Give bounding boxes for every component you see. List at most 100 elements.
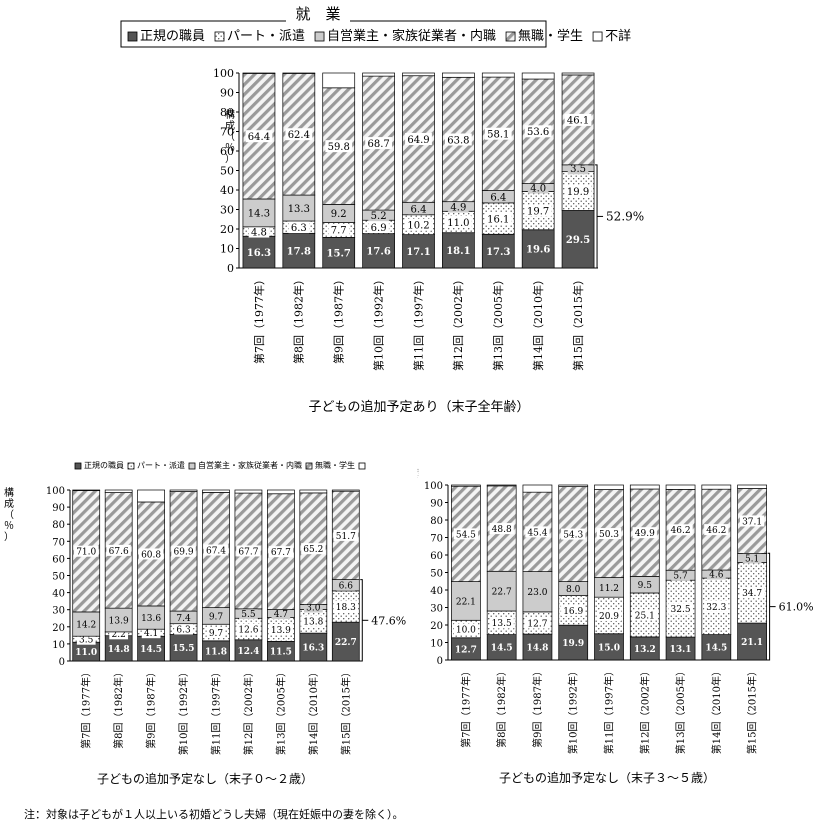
category-label: 第15回（2015年） — [339, 667, 352, 755]
data-label-unemployed: 46.2 — [671, 526, 691, 536]
data-label-part: 6.3 — [291, 223, 307, 234]
data-label-regular: 14.8 — [526, 643, 548, 653]
data-label-bg — [245, 130, 273, 143]
bar-segment-regular — [561, 210, 595, 269]
data-label-bg — [527, 181, 549, 194]
bar-segment-unknown — [267, 489, 295, 495]
bar-segment-unknown — [594, 484, 624, 490]
data-label-bg — [742, 552, 762, 564]
y-tick-label: 50 — [430, 569, 443, 580]
data-label-self: 13.9 — [109, 616, 129, 626]
data-label-bg — [365, 137, 393, 150]
y-tick-label: 10 — [430, 639, 443, 650]
data-label-regular: 18.1 — [446, 246, 470, 257]
data-label-self: 6.6 — [339, 582, 354, 592]
y-tick-label: 100 — [46, 486, 65, 497]
data-label-bg — [525, 586, 550, 598]
category-label: 第10回（1992年） — [371, 274, 385, 371]
data-label-unemployed: 63.8 — [447, 135, 469, 146]
chart-no-plans-0-2: 0 10 20 30 40 50 60 70 80 90 100 構成（％） 11.0 3.5 14.2 71… — [4, 486, 406, 786]
chart-title: 子どもの追加予定あり（末子全年齢） — [308, 399, 529, 415]
bracket-value: 47.6% — [371, 614, 406, 627]
data-label-regular: 16.3 — [247, 248, 271, 259]
legend-main-title: 就 業 — [295, 5, 340, 23]
data-label-unemployed: 46.1 — [567, 116, 589, 127]
data-label-part: 11.0 — [447, 218, 469, 229]
data-label-unemployed: 49.9 — [635, 529, 655, 539]
y-tick-label: 20 — [52, 623, 65, 634]
data-label-part: 12.7 — [527, 619, 547, 629]
data-label-unemployed: 59.8 — [328, 142, 350, 153]
bar-segment-regular — [137, 635, 165, 662]
legend-small: 正規の職員 パート・派遣 自営業主・家族従業者・内職 無職・学生 — [74, 460, 366, 470]
data-label-part: 6.9 — [371, 223, 387, 234]
data-label-self: 14.3 — [248, 209, 270, 220]
chart-no-plans-3-5: 0 10 20 30 40 50 60 70 80 90 100 構成（％） 12.7 10.0 22.1 5… — [418, 468, 814, 785]
data-label-regular: 15.5 — [173, 644, 195, 654]
bar-segment-unknown — [737, 484, 767, 489]
data-label-bg — [405, 218, 432, 231]
y-tick-label: 60 — [430, 551, 443, 562]
category-label: 第11回（1997年） — [603, 666, 616, 754]
y-tick-label: 80 — [52, 520, 65, 531]
bar-segment-unknown — [72, 489, 101, 491]
bar-segment-regular — [481, 233, 515, 269]
data-label-bg — [74, 545, 99, 557]
legend-main-title-bg — [286, 4, 350, 24]
data-label-bg — [484, 127, 512, 140]
data-label-bg — [76, 633, 96, 645]
category-label: 第8回（1982年） — [112, 667, 125, 749]
data-label-regular: 11.8 — [205, 647, 227, 657]
data-label-unemployed: 64.9 — [407, 135, 429, 146]
category-label: 第9回（1987年） — [145, 667, 158, 749]
y-tick-label: 70 — [220, 126, 234, 139]
legend-main-label-unknown: 不詳 — [605, 28, 631, 44]
data-label-bg — [285, 202, 313, 215]
legend-small-swatch-unknown — [358, 462, 366, 470]
legend-small-swatch-part — [127, 462, 135, 470]
data-label-part: 19.7 — [527, 206, 549, 217]
legend-main-swatch-self — [314, 31, 325, 42]
data-label-bg — [524, 204, 552, 217]
data-label-bg — [106, 614, 131, 626]
data-label-self: 8.0 — [566, 585, 581, 595]
data-label-unemployed: 67.7 — [238, 547, 258, 557]
y-tick-label: 30 — [430, 604, 443, 615]
legend-main-swatch-unknown — [592, 31, 603, 42]
legend-main: 就 業 正規の職員 パート・派遣 自営業主・家族従業者・内職 無職・学生 不詳 — [120, 4, 631, 48]
y-tick-label: 20 — [220, 223, 234, 236]
data-label-unemployed: 69.9 — [174, 548, 194, 558]
data-label-unemployed: 46.2 — [706, 526, 726, 536]
category-label: 第10回（1992年） — [177, 667, 190, 755]
bar-segment-regular — [442, 232, 475, 269]
data-label-bg — [206, 610, 226, 622]
bar-segment-regular — [521, 229, 555, 269]
data-label-bg — [567, 162, 589, 175]
data-label-regular: 17.8 — [287, 246, 311, 257]
legend-main-box — [120, 20, 547, 48]
legend-small-label-part: パート・派遣 — [137, 460, 185, 470]
data-label-bg — [106, 544, 131, 556]
data-label-bg — [301, 615, 326, 627]
data-label-bg — [596, 609, 622, 621]
y-tick-label: 70 — [52, 537, 65, 548]
y-tick-label: 90 — [52, 503, 65, 514]
legend-main-swatch-unemployed — [505, 31, 516, 42]
category-label: 第14回（2010年） — [307, 667, 320, 755]
category-label: 第7回（1977年） — [80, 667, 93, 749]
data-label-regular: 13.2 — [634, 645, 656, 655]
category-label: 第12回（2002年） — [242, 667, 255, 755]
data-label-regular: 17.3 — [486, 247, 510, 258]
y-axis-label: 構成（％） — [225, 108, 235, 165]
data-label-part: 7.7 — [331, 226, 347, 237]
data-label-regular: 29.5 — [566, 235, 590, 246]
y-tick-label: 60 — [52, 554, 65, 565]
data-label-part: 3.5 — [79, 636, 94, 646]
data-label-bg — [328, 223, 350, 236]
category-label: 第7回（1977年） — [459, 666, 472, 748]
data-label-bg — [138, 548, 164, 560]
data-label-bg — [303, 601, 323, 613]
data-label-bg — [245, 206, 273, 219]
category-label: 第14回（2010年） — [531, 274, 545, 371]
